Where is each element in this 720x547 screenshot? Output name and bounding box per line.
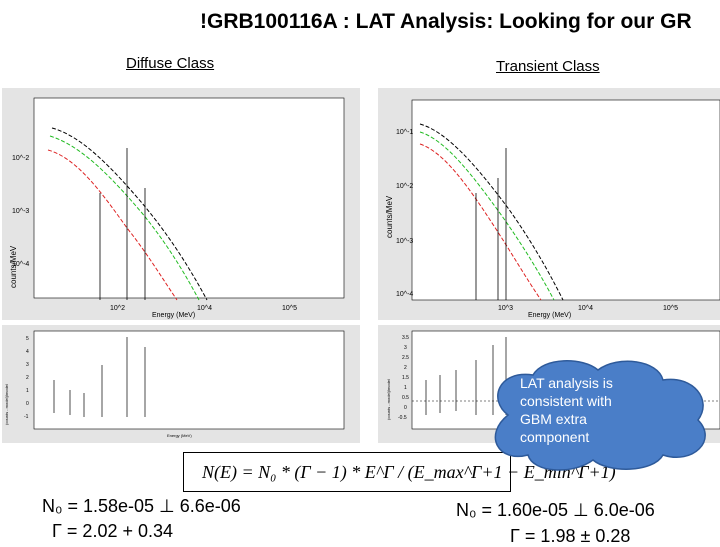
transient-xtick-1: 10^4 <box>578 305 593 312</box>
transient-spectrum-plot: counts/MeV 10^-1 10^-2 10^-3 10^-4 10^3 … <box>385 99 720 319</box>
diffuse-ytick-1: 10^-3 <box>12 208 29 215</box>
transient-ylabel: counts/MeV <box>385 195 394 238</box>
transient-xtick-0: 10^3 <box>498 305 513 312</box>
transient-rtick-5: 1 <box>404 385 407 391</box>
transient-plot-frame <box>411 99 720 301</box>
transient-rtick-6: 0.5 <box>402 395 409 401</box>
diffuse-ylabel: counts/MeV <box>9 245 18 288</box>
diffuse-ytick-0: 10^-2 <box>12 155 29 162</box>
diffuse-xtick-2: 10^5 <box>282 305 297 312</box>
callout-text: LAT analysis is consistent with GBM extr… <box>520 375 613 445</box>
callout-cloud <box>494 360 706 471</box>
transient-xtick-2: 10^5 <box>663 305 678 312</box>
diffuse-class-label: Diffuse Class <box>126 55 215 72</box>
transient-ytick-0: 10^-1 <box>396 129 413 136</box>
diffuse-rtick-3: 2 <box>26 375 29 381</box>
diffuse-gamma-value: Γ = 2.02 + 0.34 <box>52 521 174 541</box>
diffuse-resid-frame <box>33 330 345 430</box>
transient-model-green <box>419 131 555 301</box>
diffuse-plot-frame <box>33 97 345 299</box>
transient-resid-ylabel: (counts - model)/model <box>386 379 391 420</box>
diffuse-rtick-1: 4 <box>26 349 29 355</box>
transient-xlabel: Energy (MeV) <box>528 312 571 319</box>
transient-rtick-0: 3.5 <box>402 335 409 341</box>
transient-rtick-2: 2.5 <box>402 355 409 361</box>
transient-class-label: Transient Class <box>496 58 600 75</box>
diffuse-xtick-0: 10^2 <box>110 305 125 312</box>
transient-n0-value: N₀ = 1.60e-05 ⊥ 6.0e-06 <box>456 500 655 520</box>
diffuse-resid-ylabel: (counts - model)/model <box>4 384 9 425</box>
transient-model-total <box>419 123 564 301</box>
transient-model-red <box>419 143 542 301</box>
transient-ytick-1: 10^-2 <box>396 183 413 190</box>
diffuse-ytick-2: 10^-4 <box>12 261 29 268</box>
diffuse-n0-value: N₀ = 1.58e-05 ⊥ 6.6e-06 <box>42 496 241 516</box>
diffuse-xtick-1: 10^4 <box>197 305 212 312</box>
transient-rtick-7: 0 <box>404 405 407 411</box>
transient-gamma-value: Γ = 1.98 ± 0.28 <box>510 526 631 546</box>
power-law-formula: N(E) = N₀ * (Γ − 1) * E^Γ / (E_max^Γ+1 −… <box>183 452 616 492</box>
diffuse-rtick-0: 5 <box>26 336 29 342</box>
title-text: GRB100116A : LAT Analysis: Looking for o… <box>207 10 692 33</box>
transient-ytick-3: 10^-4 <box>396 291 413 298</box>
diffuse-xlabel: Energy (MeV) <box>152 312 195 319</box>
callout-cloud-shape <box>494 360 706 471</box>
slide-title: !GRB100116A : LAT Analysis: Looking for … <box>200 10 692 34</box>
diffuse-model-red <box>47 149 178 301</box>
diffuse-spectrum-plot: counts/MeV 10^-2 10^-3 10^-4 10^2 10^4 1… <box>9 97 345 319</box>
transient-rtick-4: 1.5 <box>402 375 409 381</box>
title-marker: ! <box>200 10 207 33</box>
diffuse-rtick-2: 3 <box>26 362 29 368</box>
transient-ytick-2: 10^-3 <box>396 238 413 245</box>
diffuse-rtick-6: -1 <box>24 414 29 420</box>
diffuse-rtick-5: 0 <box>26 401 29 407</box>
diffuse-model-green <box>49 135 200 301</box>
transient-rtick-1: 3 <box>404 345 407 351</box>
diffuse-residual-plot: (counts - model)/model 5 4 3 2 1 0 -1 En… <box>4 330 345 438</box>
transient-rtick-3: 2 <box>404 365 407 371</box>
diffuse-resid-xlabel: Energy (MeV) <box>167 433 192 438</box>
diffuse-rtick-4: 1 <box>26 388 29 394</box>
transient-rtick-8: -0.5 <box>398 415 407 421</box>
